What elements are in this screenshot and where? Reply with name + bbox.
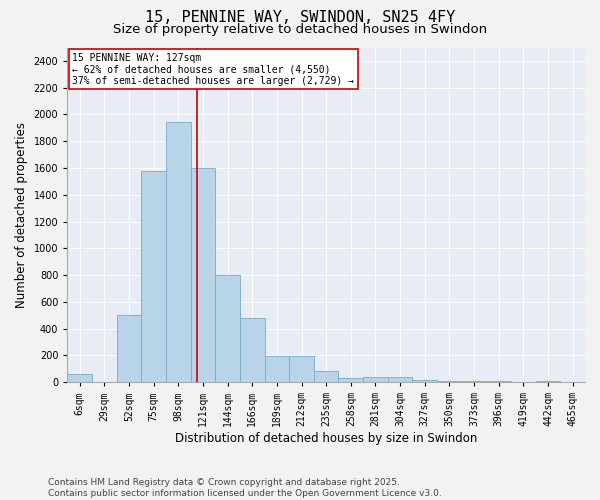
Bar (437, 381, 462, 382)
Bar (116, 315, 141, 382)
Bar (67, 374, 92, 382)
Bar (289, 356, 314, 382)
Bar (240, 318, 265, 382)
Text: Contains HM Land Registry data © Crown copyright and database right 2025.
Contai: Contains HM Land Registry data © Crown c… (48, 478, 442, 498)
Bar (166, 122, 191, 382)
Text: Size of property relative to detached houses in Swindon: Size of property relative to detached ho… (113, 22, 487, 36)
Bar (363, 378, 388, 382)
Bar (388, 377, 412, 382)
Bar (265, 356, 289, 382)
Bar (141, 170, 166, 382)
Text: 15 PENNINE WAY: 127sqm
← 62% of detached houses are smaller (4,550)
37% of semi-: 15 PENNINE WAY: 127sqm ← 62% of detached… (72, 53, 354, 86)
Bar (314, 372, 338, 382)
Bar (412, 380, 437, 382)
Bar (191, 168, 215, 382)
Bar (215, 275, 240, 382)
Bar (338, 378, 363, 382)
Y-axis label: Number of detached properties: Number of detached properties (15, 122, 28, 308)
Text: 15, PENNINE WAY, SWINDON, SN25 4FY: 15, PENNINE WAY, SWINDON, SN25 4FY (145, 10, 455, 25)
X-axis label: Distribution of detached houses by size in Swindon: Distribution of detached houses by size … (175, 432, 478, 445)
